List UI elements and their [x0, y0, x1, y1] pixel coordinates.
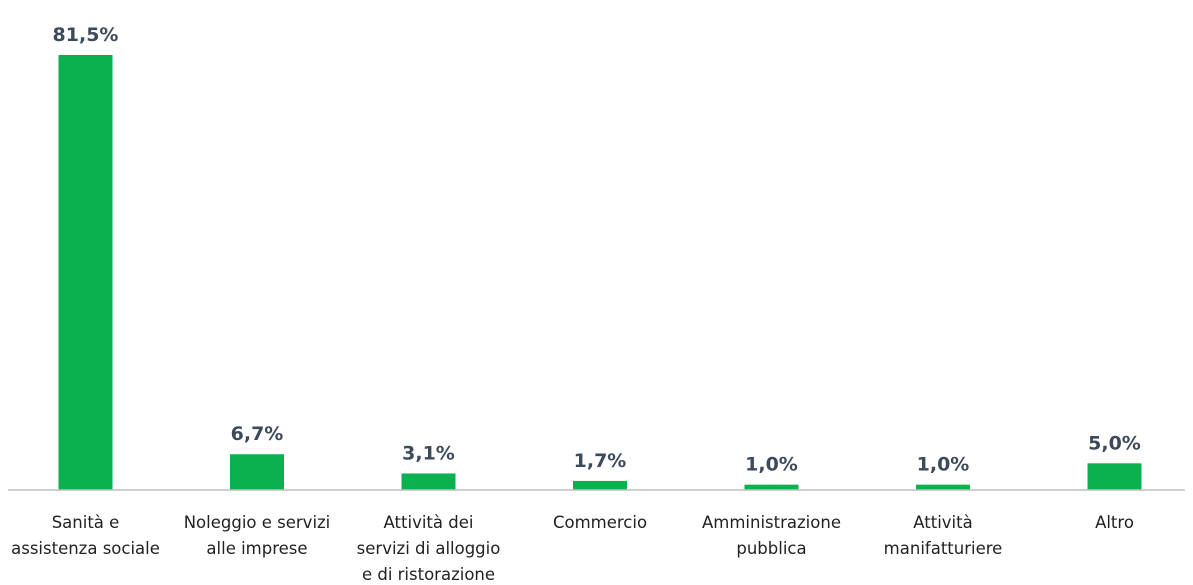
category-label: Noleggio e servizi alle imprese [184, 513, 331, 558]
category-label-line: pubblica [736, 539, 806, 558]
category-label-line: servizi di alloggio [357, 539, 501, 558]
category-label: Commercio [553, 513, 647, 532]
category-label: Sanità e assistenza sociale [11, 513, 160, 558]
value-label: 1,7% [574, 450, 627, 472]
category-label-line: manifatturiere [884, 539, 1003, 558]
value-labels-group: 81,5% 6,7% 3,1% 1,7% 1,0% 1,0% 5,0% [53, 24, 1141, 476]
category-label-line: Noleggio e servizi [184, 513, 331, 532]
value-label: 6,7% [231, 423, 284, 445]
category-label-line: Attività [913, 513, 972, 532]
bar [573, 480, 627, 490]
value-label: 1,0% [917, 454, 970, 476]
category-labels-group: Sanità e assistenza sociale Noleggio e ser… [11, 513, 1134, 584]
category-label-line: Attività dei [384, 513, 474, 532]
bar [916, 484, 970, 490]
category-label-line: Amministrazione [702, 513, 841, 532]
category-label-line: assistenza sociale [11, 539, 160, 558]
category-label: Attività manifatturiere [884, 513, 1003, 558]
bar [1087, 463, 1142, 490]
value-label: 5,0% [1088, 432, 1141, 454]
bar [58, 55, 113, 490]
category-label-line: e di ristorazione [362, 565, 495, 584]
value-label: 3,1% [402, 442, 455, 464]
category-label-line: Sanità e [52, 513, 120, 532]
value-label: 81,5% [53, 24, 119, 46]
bar [401, 473, 456, 490]
category-label: Attività dei servizi di alloggio e di rist… [357, 513, 501, 584]
bar [230, 454, 284, 490]
category-label: Amministrazione pubblica [702, 513, 841, 558]
value-label: 1,0% [745, 454, 798, 476]
category-label-line: Altro [1095, 513, 1134, 532]
bars-group [58, 55, 1142, 490]
category-label-line: alle imprese [206, 539, 307, 558]
category-label-line: Commercio [553, 513, 647, 532]
bar [744, 484, 799, 490]
category-label: Altro [1095, 513, 1134, 532]
